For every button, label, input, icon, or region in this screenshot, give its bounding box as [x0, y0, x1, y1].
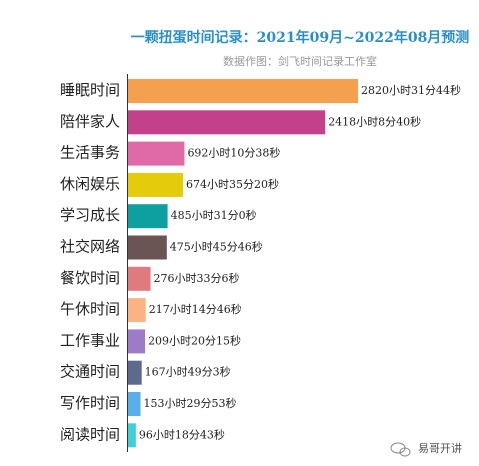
value-label: 485小时31分0秒: [171, 208, 257, 222]
category-label: 生活事务: [60, 144, 120, 162]
chart-subtitle: 数据作图：剑飞时间记录工作室: [223, 54, 377, 68]
category-label: 阅读时间: [60, 425, 120, 443]
bar: [128, 79, 358, 103]
bar: [128, 423, 136, 448]
value-label: 2418小时8分40秒: [328, 114, 421, 128]
value-label: 475小时45分46秒: [170, 240, 263, 254]
category-label: 工作事业: [60, 331, 120, 349]
bar: [128, 360, 142, 385]
bar: [128, 235, 167, 260]
value-label: 167小时49分3秒: [145, 365, 231, 379]
watermark: 易哥开讲: [418, 441, 462, 455]
category-label: 午休时间: [60, 300, 120, 318]
bar: [128, 204, 168, 229]
value-label: 153小时29分53秒: [144, 396, 237, 410]
bar: [128, 298, 146, 323]
bar: [128, 392, 141, 416]
value-label: 209小时20分15秒: [148, 333, 241, 347]
value-label: 96小时18分43秒: [139, 427, 225, 441]
value-label: 217小时14分46秒: [149, 302, 242, 316]
category-label: 休闲娱乐: [60, 175, 120, 193]
value-label: 674小时35分20秒: [186, 177, 279, 191]
bar: [128, 141, 185, 166]
bar: [128, 329, 146, 354]
category-label: 学习成长: [60, 206, 120, 224]
value-label: 2820小时31分44秒: [361, 83, 461, 97]
category-label: 写作时间: [60, 394, 120, 412]
category-label: 餐饮时间: [60, 269, 120, 287]
category-label: 社交网络: [60, 238, 120, 256]
value-label: 692小时10分38秒: [187, 146, 280, 160]
value-label: 276小时33分6秒: [154, 271, 240, 285]
category-label: 交通时间: [60, 363, 120, 381]
bar: [128, 110, 326, 135]
category-label: 睡眠时间: [60, 81, 120, 99]
chart-title: 一颗扭蛋时间记录：2021年09月~2022年08月预测: [131, 29, 470, 46]
watermark-icon: [390, 442, 411, 457]
bar: [128, 266, 151, 291]
bar: [128, 172, 184, 197]
category-label: 陪伴家人: [60, 112, 120, 130]
